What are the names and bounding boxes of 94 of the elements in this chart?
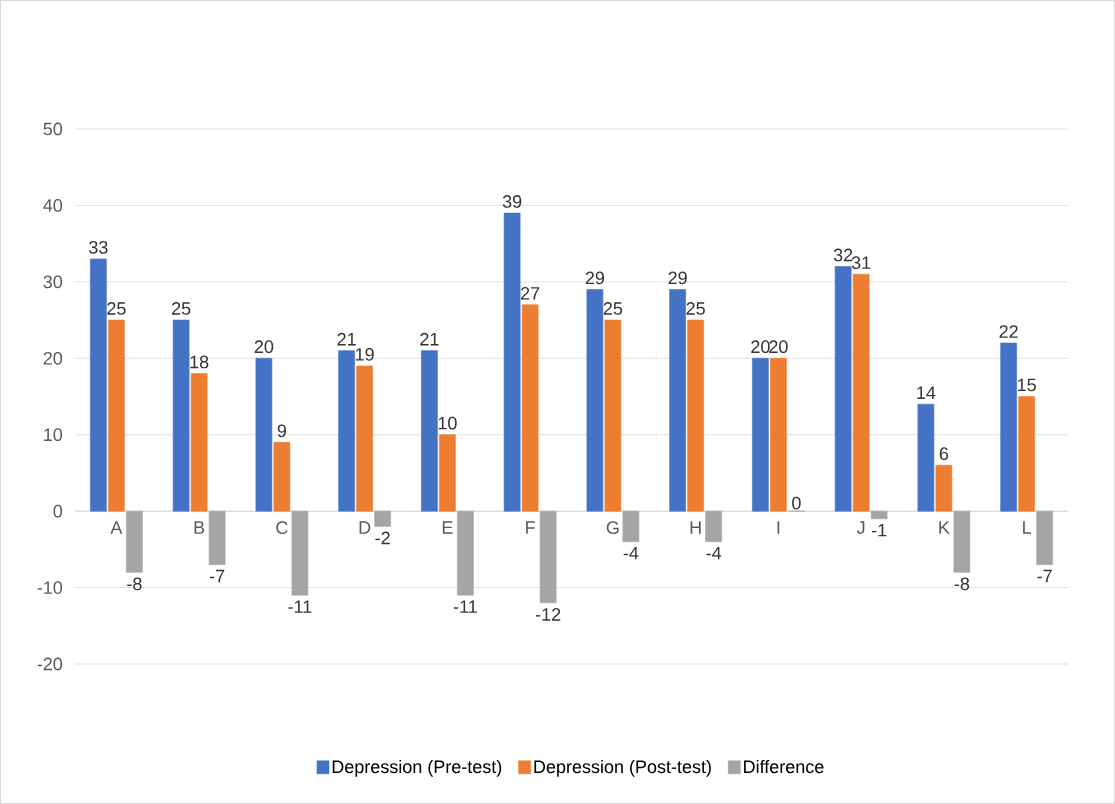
y-tick-label: 20 xyxy=(43,351,63,365)
data-label: 6 xyxy=(939,447,949,461)
bar xyxy=(834,266,852,512)
bar xyxy=(687,319,704,512)
data-label: 0 xyxy=(792,496,801,510)
bar xyxy=(935,464,953,512)
data-label: 18 xyxy=(190,355,209,369)
data-label: 9 xyxy=(277,424,287,438)
bar xyxy=(273,442,291,512)
x-tick-label: D xyxy=(359,521,371,534)
bar xyxy=(953,510,971,573)
data-label: 25 xyxy=(603,302,623,315)
data-label: 20 xyxy=(769,340,788,354)
data-label: -2 xyxy=(375,531,390,545)
y-tick-label: 10 xyxy=(44,428,63,442)
legend-label: Depression (Post-test) xyxy=(534,759,711,777)
data-label: 31 xyxy=(851,256,871,270)
bar xyxy=(1000,342,1017,512)
x-tick-label: H xyxy=(690,521,701,534)
data-label: -11 xyxy=(288,600,312,613)
bar xyxy=(539,510,557,604)
data-label: 25 xyxy=(686,302,705,315)
y-tick-label: 40 xyxy=(43,199,63,212)
bar xyxy=(255,357,273,512)
data-label: 20 xyxy=(751,340,770,354)
x-tick-label: L xyxy=(1023,521,1032,534)
data-label: 33 xyxy=(89,240,108,254)
bar xyxy=(917,403,935,512)
data-label: 29 xyxy=(585,271,605,285)
legend-label: Depression (Pre-test) xyxy=(332,759,502,777)
y-tick-label: 30 xyxy=(43,275,63,289)
x-tick-label: K xyxy=(939,521,950,534)
data-label: -8 xyxy=(954,577,970,591)
y-tick-label: 0 xyxy=(53,504,63,518)
data-label: 21 xyxy=(420,332,439,346)
bar xyxy=(1036,510,1053,565)
bar xyxy=(622,510,640,543)
data-label: 21 xyxy=(337,332,356,346)
data-label: 20 xyxy=(254,340,274,354)
bar xyxy=(439,434,456,512)
bar xyxy=(586,289,604,512)
data-label: 10 xyxy=(438,416,457,430)
data-label: 29 xyxy=(668,271,687,285)
x-tick-label: I xyxy=(777,521,780,534)
bar xyxy=(338,350,355,512)
data-label: 22 xyxy=(999,325,1018,338)
x-tick-label: E xyxy=(442,521,453,534)
bar xyxy=(669,289,686,512)
x-tick-label: B xyxy=(194,521,205,534)
bar xyxy=(1018,396,1035,512)
bar xyxy=(503,212,521,512)
data-label: -1 xyxy=(871,523,887,537)
data-label: 25 xyxy=(107,302,126,315)
bar xyxy=(374,510,391,527)
data-label: 25 xyxy=(172,302,191,315)
bar xyxy=(421,350,438,512)
bar xyxy=(604,319,622,512)
data-label: -7 xyxy=(1037,569,1052,583)
bar xyxy=(90,258,107,512)
bar xyxy=(172,319,190,512)
data-label: -7 xyxy=(209,569,225,583)
bar xyxy=(770,357,787,512)
bar xyxy=(521,304,539,512)
x-tick-label: C xyxy=(276,521,288,535)
bar xyxy=(208,510,226,565)
x-tick-label: G xyxy=(606,521,619,535)
data-label: -4 xyxy=(623,546,639,560)
y-tick-label: -10 xyxy=(37,581,63,594)
bar xyxy=(356,365,373,512)
legend-label: Difference xyxy=(744,759,824,774)
bar xyxy=(705,510,722,543)
data-label: -12 xyxy=(535,608,561,621)
data-label: 39 xyxy=(502,195,522,208)
bar xyxy=(108,319,125,512)
data-label: 14 xyxy=(917,386,936,399)
bar xyxy=(291,510,309,596)
data-label: 27 xyxy=(521,287,540,300)
bar xyxy=(752,357,769,512)
y-tick-label: 50 xyxy=(43,122,63,136)
bar xyxy=(126,510,143,573)
x-tick-label: J xyxy=(856,521,865,534)
data-label: 15 xyxy=(1017,378,1036,392)
data-label: -4 xyxy=(706,546,722,560)
x-tick-label: A xyxy=(110,521,123,534)
bar xyxy=(870,510,888,520)
y-tick-label: -20 xyxy=(37,657,63,671)
bar xyxy=(457,510,474,596)
data-label: 19 xyxy=(355,347,374,361)
x-tick-label: F xyxy=(526,521,535,534)
data-label: -8 xyxy=(127,577,142,591)
data-label: -11 xyxy=(453,600,477,613)
bar xyxy=(190,373,208,512)
bar xyxy=(852,273,870,512)
data-label: 32 xyxy=(833,248,853,262)
